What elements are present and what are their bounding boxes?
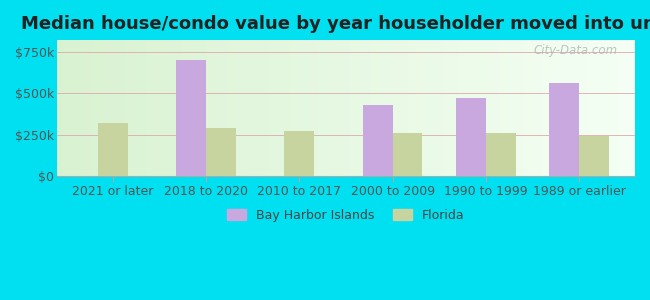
Bar	[393, 133, 422, 176]
Bar	[363, 105, 393, 176]
Bar	[549, 83, 579, 176]
Bar	[285, 131, 315, 176]
Title: Median house/condo value by year householder moved into unit: Median house/condo value by year househo…	[21, 15, 650, 33]
Bar	[579, 136, 609, 176]
Bar	[206, 128, 236, 176]
Bar	[98, 123, 128, 176]
Bar	[456, 98, 486, 176]
Text: City-Data.com: City-Data.com	[534, 44, 618, 57]
Bar	[176, 60, 206, 176]
Legend: Bay Harbor Islands, Florida: Bay Harbor Islands, Florida	[222, 204, 470, 227]
Bar	[486, 133, 515, 176]
